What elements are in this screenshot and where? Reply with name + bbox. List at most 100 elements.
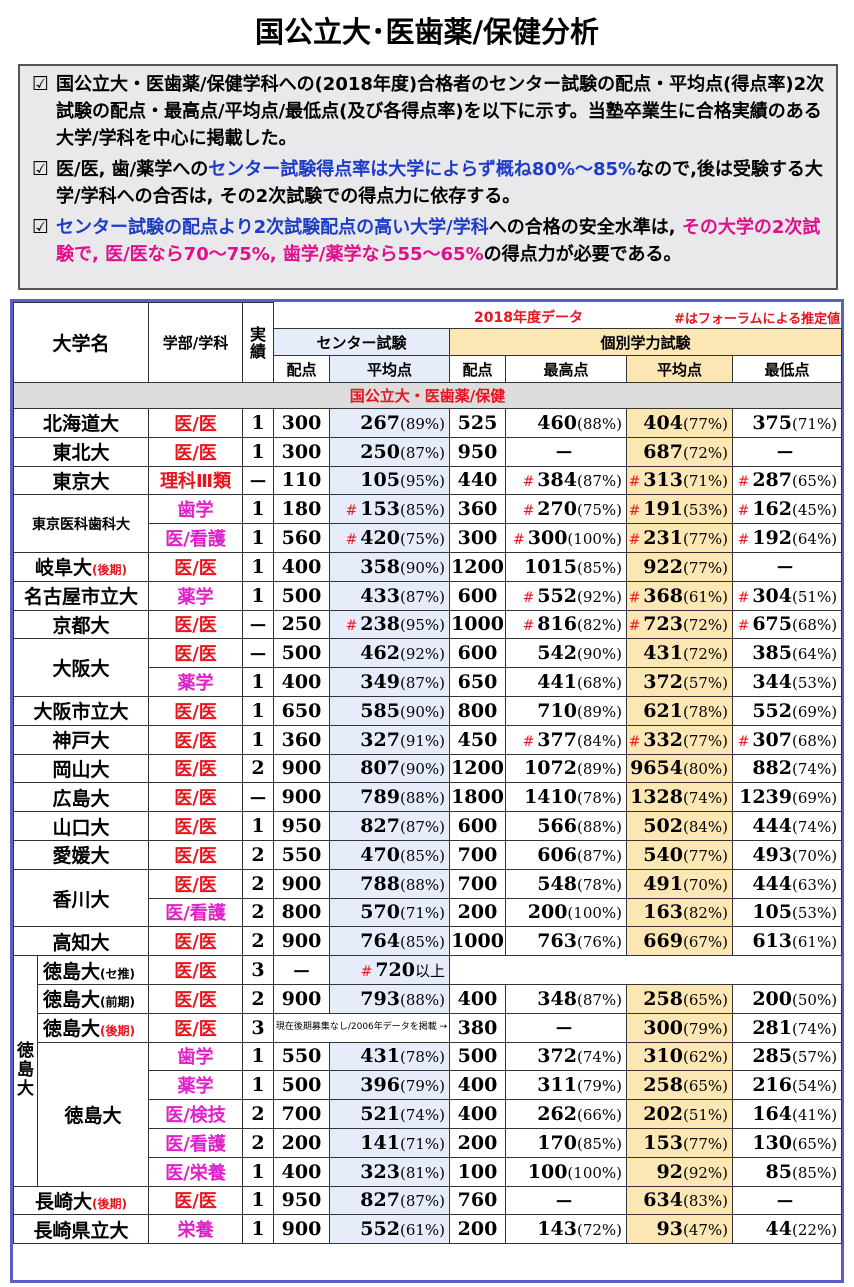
max-score: 348(87%) xyxy=(505,983,628,1014)
percent: (90%) xyxy=(399,558,446,577)
page-title: 国公立大･医歯薬/保健分析 xyxy=(254,15,600,49)
department: 歯学 xyxy=(148,1041,244,1072)
exam-type: (後期) xyxy=(92,563,127,578)
results-count: 1 xyxy=(242,551,275,582)
department: 医/医 xyxy=(148,695,244,726)
value: － xyxy=(554,1018,574,1041)
percent: (85%) xyxy=(399,501,446,520)
max-score: 710(89%) xyxy=(505,695,628,726)
university-name: 神戸大 xyxy=(12,724,150,755)
header-min: 最低点 xyxy=(732,355,843,383)
individual-average: 431(72%) xyxy=(626,638,734,669)
value: 281 xyxy=(752,1016,792,1039)
results-count: 1 xyxy=(242,523,275,553)
value: 285 xyxy=(752,1045,792,1068)
value: 267 xyxy=(360,411,400,434)
value: 192 xyxy=(752,527,792,550)
individual-allocation: 440 xyxy=(449,465,507,496)
results-count: 2 xyxy=(242,753,275,784)
header-results: 実績 xyxy=(242,302,275,383)
percent: (75%) xyxy=(399,530,446,549)
percent: (71%) xyxy=(399,904,446,923)
percent: (100%) xyxy=(567,904,623,923)
percent: (76%) xyxy=(576,933,623,952)
individual-average: 153(77%) xyxy=(626,1127,734,1158)
percent: (77%) xyxy=(682,530,729,549)
max-score: － xyxy=(505,436,628,467)
exam-type: (後期) xyxy=(100,1024,135,1039)
percent: (90%) xyxy=(399,702,446,721)
header-department: 学部/学科 xyxy=(148,302,244,383)
value: 710 xyxy=(537,699,577,722)
value: 922 xyxy=(643,555,683,578)
percent: (69%) xyxy=(792,702,838,721)
center-average: 827(87%) xyxy=(329,811,451,841)
value: 606 xyxy=(537,843,577,866)
percent: (95%) xyxy=(399,472,446,491)
university-name: 長崎県立大 xyxy=(12,1214,150,1245)
results-count: － xyxy=(242,782,275,813)
max-score: 311(79%) xyxy=(505,1070,628,1101)
note-text: 現在後期募集なし/2006年データを掲載 → xyxy=(275,1022,448,1033)
percent: (81%) xyxy=(399,1163,446,1182)
value: 372 xyxy=(537,1045,577,1068)
center-allocation: 300 xyxy=(273,436,331,467)
value: 396 xyxy=(360,1074,400,1097)
results-count: 2 xyxy=(242,1127,275,1158)
percent: (78%) xyxy=(682,702,729,721)
percent: (77%) xyxy=(682,731,729,750)
university-name-text: 岐阜大 xyxy=(35,557,93,580)
results-count: 1 xyxy=(242,695,275,726)
percent: (68%) xyxy=(576,674,623,693)
center-average: 396(79%) xyxy=(329,1070,451,1101)
min-score: 493(70%) xyxy=(732,839,843,870)
percent: (100%) xyxy=(567,530,623,549)
estimate-mark: # xyxy=(345,618,358,635)
department: 医/医 xyxy=(148,1012,244,1043)
max-score: 1072(89%) xyxy=(505,753,628,784)
individual-average: 92(92%) xyxy=(626,1156,734,1187)
center-allocation: 950 xyxy=(273,811,331,841)
estimate-mark: # xyxy=(737,589,750,606)
min-score: 385(64%) xyxy=(732,638,843,669)
percent: (79%) xyxy=(682,1019,729,1038)
estimate-mark: # xyxy=(737,733,750,750)
center-average: 521(74%) xyxy=(329,1099,451,1129)
table-row: 徳島大 歯学 1 550 431(78%) 500 372(74%) 310(62%) 285(… xyxy=(14,1041,843,1187)
department: 薬学 xyxy=(148,1070,244,1101)
university-name: 大阪大 xyxy=(12,638,150,697)
percent: (72%) xyxy=(576,1221,623,1240)
max-score: 441(68%) xyxy=(505,667,628,697)
value: 585 xyxy=(360,699,400,722)
percent: (64%) xyxy=(792,645,838,664)
individual-average: 502(84%) xyxy=(626,811,734,841)
center-allocation: 現在後期募集なし/2006年データを掲載 → xyxy=(273,1012,451,1043)
value: 540 xyxy=(643,843,683,866)
center-average: 105(95%) xyxy=(329,465,451,496)
table-row: 長崎県立大 栄養 1 900 552(61%) 200 143(72%) 93(47%) 44(… xyxy=(12,1214,843,1245)
individual-average: 93(47%) xyxy=(626,1214,734,1245)
note-text-part: への合格の安全水準は, xyxy=(488,217,682,238)
value: 358 xyxy=(360,555,400,578)
center-allocation: 800 xyxy=(273,897,331,928)
percent: (88%) xyxy=(576,414,623,433)
results-count: 1 xyxy=(242,1214,275,1245)
min-score: 164(41%) xyxy=(732,1099,843,1129)
min-score: － xyxy=(732,1185,843,1216)
results-count: 1 xyxy=(242,1156,275,1187)
value: 141 xyxy=(360,1131,400,1154)
percent: (84%) xyxy=(576,731,623,750)
min-score: #675(68%) xyxy=(732,609,843,640)
value: 164 xyxy=(752,1103,792,1126)
results-count: － xyxy=(242,465,275,496)
department: 歯学 xyxy=(148,494,244,525)
header-ind-alloc: 配点 xyxy=(449,355,507,383)
individual-allocation: 200 xyxy=(449,1214,507,1245)
center-allocation: 500 xyxy=(273,1070,331,1101)
individual-average: 491(70%) xyxy=(626,868,734,899)
percent: (53%) xyxy=(792,904,838,923)
percent: (90%) xyxy=(576,645,623,664)
center-allocation: 180 xyxy=(273,494,331,525)
value: 570 xyxy=(360,901,400,924)
max-score: 548(78%) xyxy=(505,868,628,899)
